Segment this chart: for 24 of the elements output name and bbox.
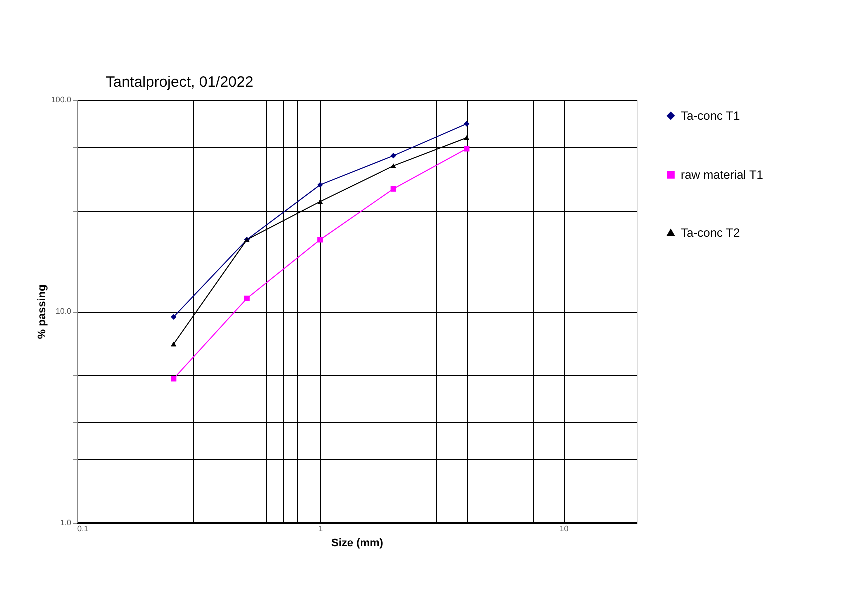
legend-label: Ta-conc T1 — [681, 109, 740, 123]
y-tick-label: 1.0 — [60, 518, 72, 528]
point — [464, 146, 470, 152]
point — [390, 164, 396, 168]
legend-label: Ta-conc T2 — [681, 226, 740, 240]
point — [390, 153, 396, 159]
point — [171, 314, 177, 320]
point — [171, 376, 177, 382]
point — [318, 182, 324, 188]
y-axis-title: % passing — [36, 284, 48, 340]
x-tick-label: 10 — [560, 524, 570, 534]
point — [390, 186, 396, 192]
y-tick-label: 100.0 — [51, 96, 72, 104]
chart-title: Tantalproject, 01/2022 — [106, 74, 254, 91]
x-tick-label: 1 — [318, 524, 324, 534]
point — [464, 136, 470, 140]
point — [464, 121, 470, 127]
x-tick-label: 0.1 — [78, 524, 90, 534]
x-axis-title: Size (mm) — [332, 538, 384, 550]
point — [318, 237, 324, 243]
y-tick-label: 10.0 — [56, 307, 72, 316]
legend-label: raw material T1 — [681, 168, 764, 182]
point — [171, 342, 177, 347]
point — [244, 296, 250, 302]
